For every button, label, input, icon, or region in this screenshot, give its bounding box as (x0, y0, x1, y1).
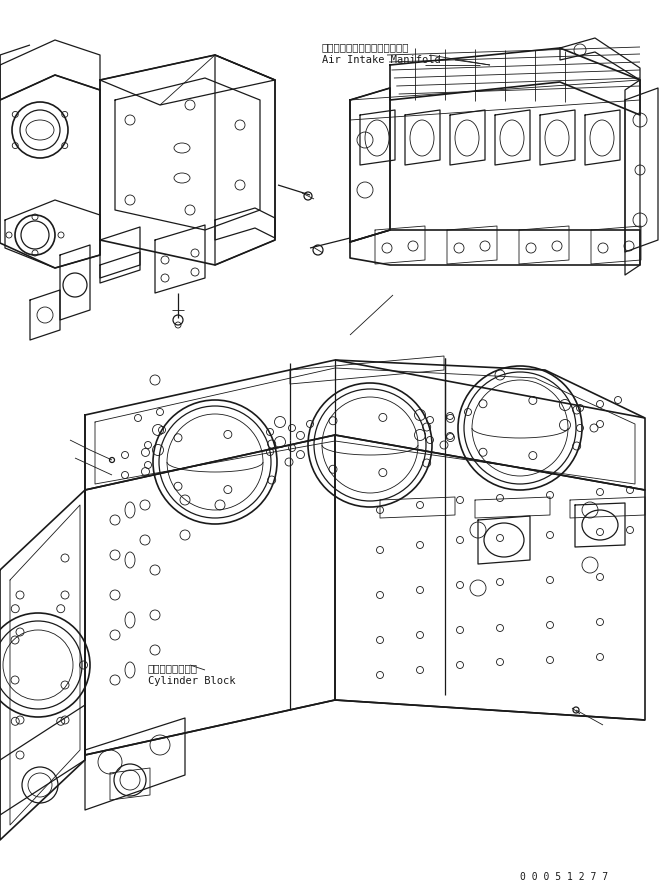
Text: 0 0 0 5 1 2 7 7: 0 0 0 5 1 2 7 7 (520, 872, 608, 882)
Text: Cylinder Block: Cylinder Block (148, 676, 235, 686)
Text: エアーインテークマニホールド: エアーインテークマニホールド (322, 42, 409, 52)
Text: シリンダブロック: シリンダブロック (148, 663, 198, 673)
Text: Air Intake Manifold: Air Intake Manifold (322, 55, 441, 65)
